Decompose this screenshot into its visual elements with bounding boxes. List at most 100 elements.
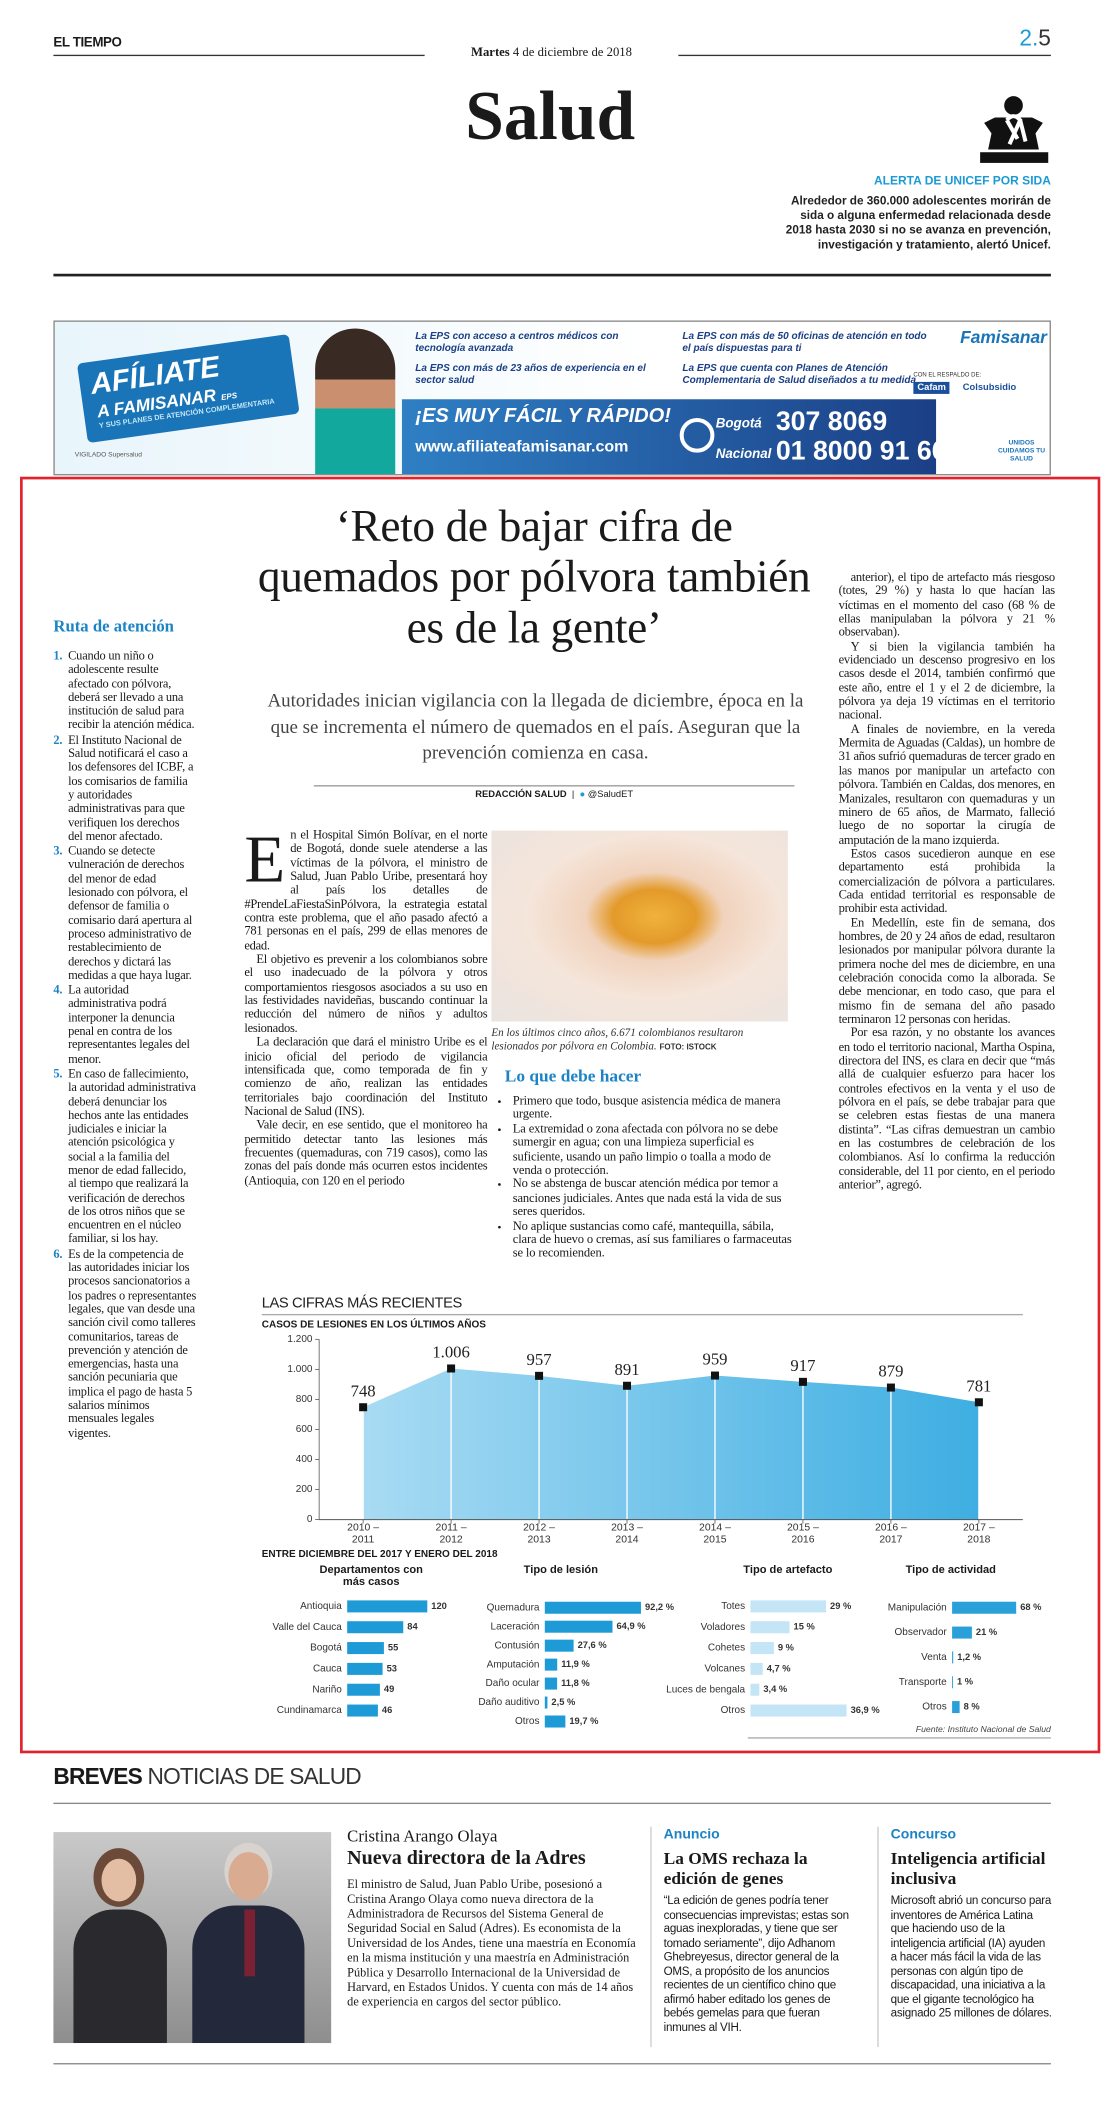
category-label: Luces de bengala — [666, 1684, 745, 1695]
value-label: 68 % — [1020, 1602, 1042, 1612]
sidebar-item: 4. La autoridad administrativa podrá inte… — [53, 984, 196, 1066]
panel-title: Tipo de artefacto — [743, 1562, 833, 1576]
item-number: 2. — [53, 734, 63, 748]
panel-title: Tipo de actividad — [905, 1562, 996, 1576]
point-marker — [710, 1371, 719, 1380]
item-number: 5. — [53, 1068, 63, 1082]
point-marker — [798, 1377, 807, 1386]
category-label: Daño auditivo — [478, 1697, 540, 1708]
bar — [544, 1658, 558, 1671]
item-text: La autoridad administrativa podrá interp… — [68, 984, 190, 1067]
category-label: Cauca — [313, 1664, 342, 1675]
bar — [544, 1696, 548, 1709]
category-label: Otros — [515, 1716, 539, 1727]
brief-kicker: Cristina Arango Olaya — [347, 1826, 498, 1846]
person-body — [73, 1909, 167, 2044]
page-number-value: 5 — [1038, 25, 1051, 51]
photo-caption: En los últimos cinco años, 6.671 colombi… — [491, 1027, 787, 1055]
ad-city: Nacional — [715, 447, 772, 463]
y-tick-label: 400 — [296, 1454, 313, 1465]
value-label: 92,2 % — [645, 1602, 675, 1612]
value-label: 959 — [702, 1350, 727, 1369]
sidebar-item: 6. Es de la competencia de las autoridade… — [53, 1248, 196, 1440]
body-column: anterior), el tipo de artefacto más ries… — [839, 572, 1056, 1194]
bar — [544, 1620, 613, 1633]
bar — [952, 1601, 1017, 1614]
y-tick-label: 200 — [296, 1484, 313, 1495]
x-tick-label: 2011 –2012 — [435, 1520, 467, 1545]
ad-slogan: ¡ES MUY FÁCIL Y RÁPIDO! — [415, 404, 671, 428]
value-label: 917 — [790, 1356, 815, 1375]
icon-base — [980, 152, 1049, 163]
photo-hand — [491, 830, 788, 1022]
photo-credit: FOTO: ISTOCK — [659, 1044, 717, 1053]
value-label: 891 — [615, 1360, 640, 1379]
value-label: 15 % — [794, 1622, 816, 1632]
value-label: 957 — [527, 1350, 552, 1369]
item-text: Es de la competencia de las autoridades … — [68, 1248, 197, 1441]
body-column: En el Hospital Simón Bolívar, en el nort… — [244, 821, 488, 1188]
masthead: EL TIEMPO — [53, 36, 122, 51]
ad-bullets: La EPS con acceso a centros médicos con … — [415, 330, 949, 397]
x-tick-label: 2017 –2018 — [962, 1520, 995, 1545]
value-label: 53 — [387, 1663, 397, 1673]
ad-banner: AFÍLIATE A FAMISANAR EPS Y SUS PLANES DE… — [53, 320, 1051, 476]
x-tick-label: 2013 –2014 — [611, 1520, 643, 1545]
briefs-label: BREVES — [53, 1763, 142, 1790]
graphic-rule — [261, 1313, 1023, 1316]
category-label: Voladores — [701, 1622, 745, 1633]
bar — [952, 1701, 960, 1714]
category-label: Antioquia — [300, 1601, 342, 1612]
ad-bullet: La EPS con más de 50 oficinas de atenció… — [682, 329, 927, 354]
sidebar-item: 3. Cuando se detecte vulneración de derec… — [53, 845, 196, 982]
value-label: 55 — [388, 1643, 398, 1653]
x-tick-label: 2015 –2016 — [787, 1520, 819, 1545]
weekday: Martes — [470, 46, 510, 61]
ad-url: www.afiliateafamisanar.com — [415, 436, 629, 456]
value-label: 879 — [878, 1362, 903, 1381]
icon-ribbon — [1005, 114, 1028, 146]
item-number: 1. — [53, 650, 63, 664]
sidebar-item: 2. El Instituto Nacional de Salud notific… — [53, 734, 196, 844]
sidebar-item: 1. Cuando un niño o adolescente resulte a… — [53, 650, 196, 732]
brief-title: La OMS rechaza la edición de genes — [663, 1848, 808, 1889]
person-tie — [244, 1909, 256, 1977]
value-label: 27,6 % — [578, 1640, 608, 1650]
category-label: Contusión — [494, 1640, 539, 1651]
graphic-source: Fuente: Instituto Nacional de Salud — [915, 1725, 1051, 1735]
value-label: 748 — [351, 1381, 376, 1400]
y-tick-label: 1.200 — [287, 1334, 312, 1345]
bar — [347, 1683, 380, 1696]
paragraph: El objetivo es prevenir a los colombiano… — [244, 953, 488, 1036]
bar — [952, 1626, 972, 1639]
brief-text: Microsoft abrió un concurso para invento… — [890, 1893, 1052, 2020]
graphic-period: ENTRE DICIEMBRE DEL 2017 Y ENERO DEL 201… — [261, 1547, 498, 1560]
item-number: 4. — [53, 984, 63, 998]
caption-text: En los últimos cinco años, 6.671 colombi… — [491, 1026, 744, 1053]
value-label: 29 % — [830, 1601, 852, 1611]
ad-partner: Colsubsidio — [962, 383, 1017, 393]
ad-model — [315, 328, 396, 475]
item-number: 3. — [53, 845, 63, 859]
ad-tagline: UNIDOS CUIDAMOS TU SALUD — [997, 439, 1046, 464]
date-line: Martes 4 de diciembre de 2018 — [425, 47, 679, 60]
ad-city: Bogotá — [715, 416, 762, 432]
box-item: La extremidad o zona afectada con pólvor… — [513, 1123, 799, 1179]
twitter-handle: @SaludET — [587, 790, 634, 800]
bar — [952, 1676, 954, 1689]
x-tick-label: 2012 –2013 — [523, 1520, 555, 1545]
ad-partner: Cafam — [913, 381, 950, 394]
value-label: 11,8 % — [561, 1678, 590, 1688]
bar — [544, 1639, 574, 1652]
sidebar-item: 5. En caso de fallecimiento, la autoridad… — [53, 1068, 196, 1247]
x-tick-label: 2014 –2015 — [699, 1520, 731, 1545]
value-label: 9 % — [778, 1643, 795, 1653]
value-label: 64,9 % — [616, 1621, 646, 1631]
bar — [750, 1600, 827, 1613]
bar — [544, 1601, 641, 1614]
bar — [544, 1677, 558, 1690]
category-label: Cohetes — [708, 1643, 745, 1654]
value-label: 4,7 % — [767, 1663, 792, 1673]
